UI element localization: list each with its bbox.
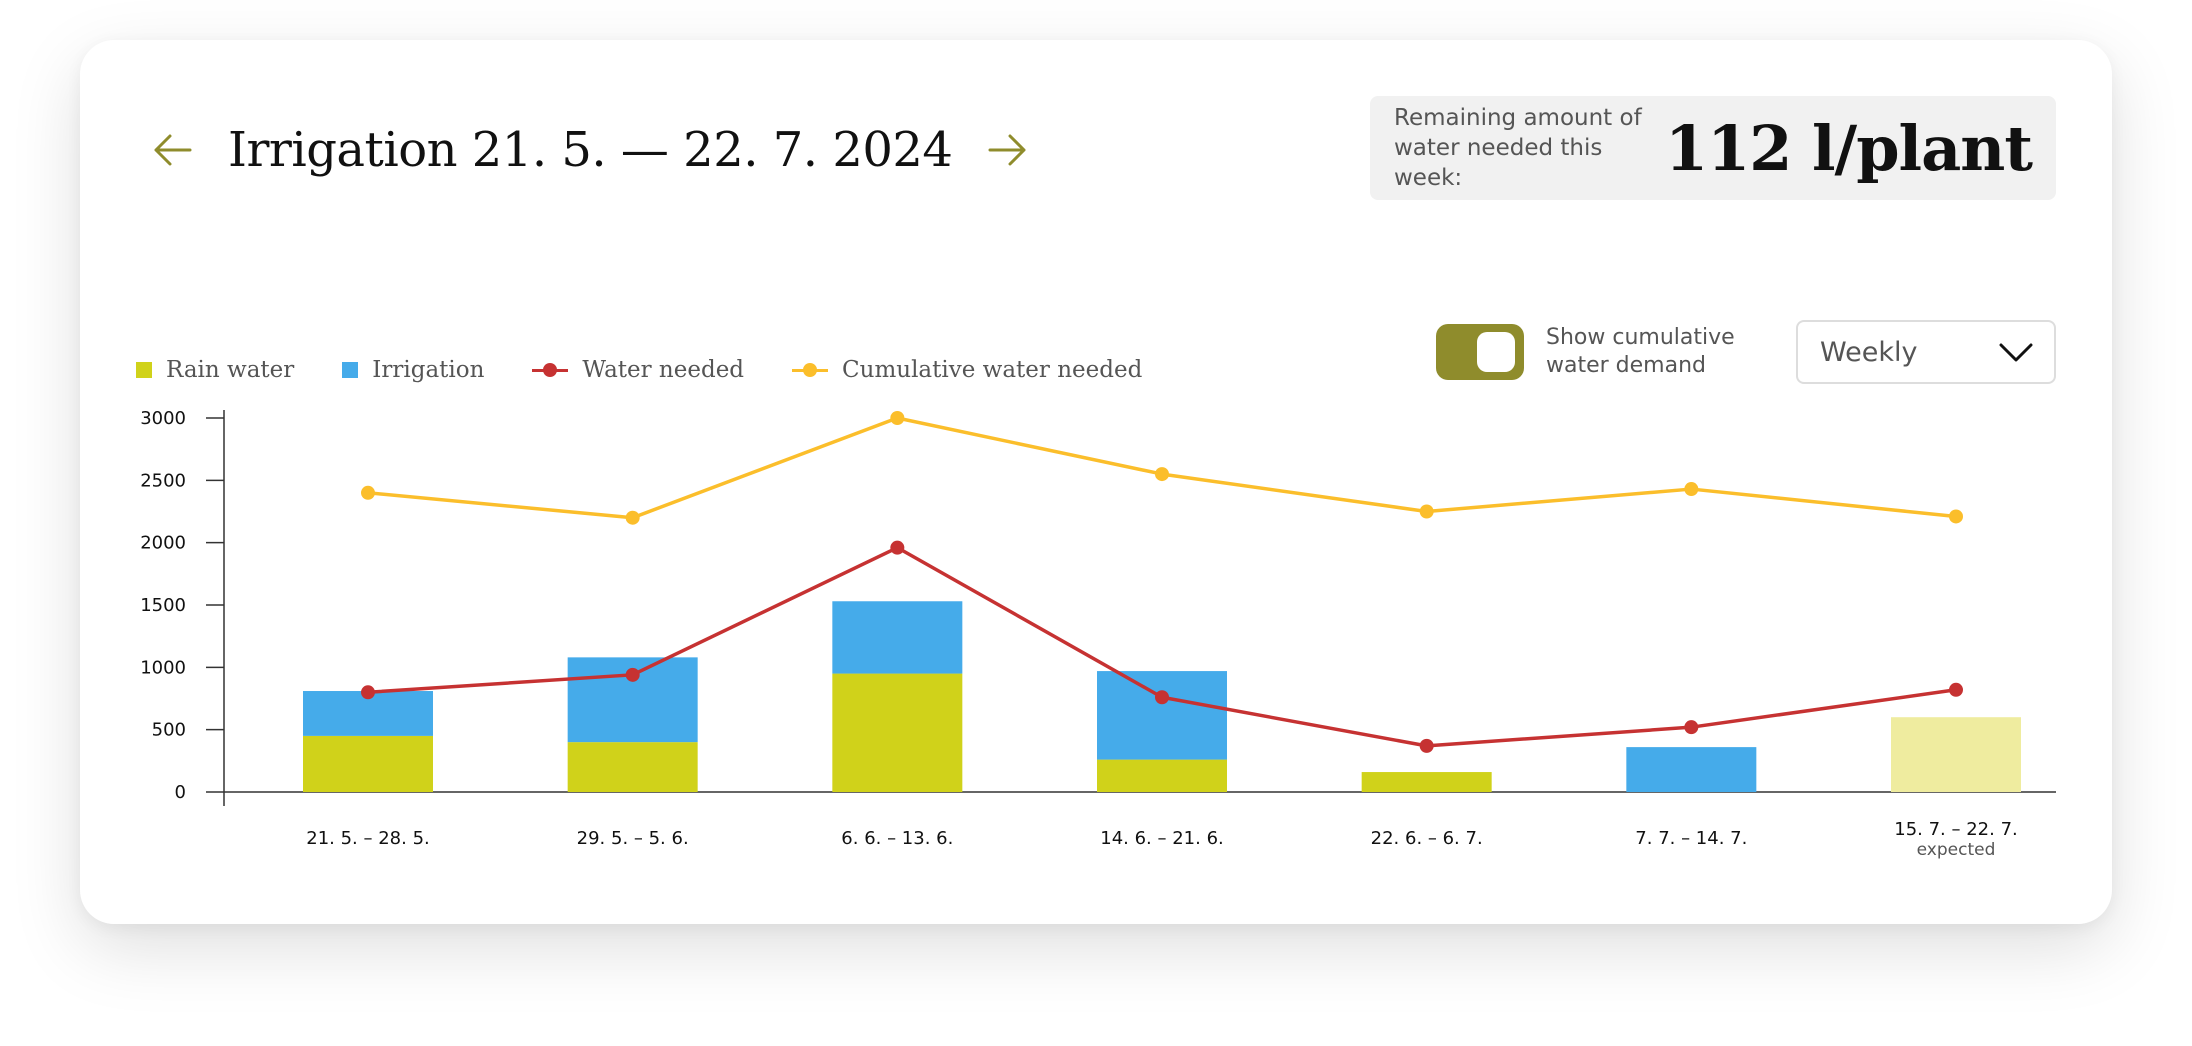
legend-swatch-cumulative [792, 360, 829, 380]
bar-rain-water [1891, 717, 2021, 792]
point-water-needed [1155, 690, 1169, 705]
arrow-left-icon [154, 134, 192, 166]
point-water-needed [1949, 682, 1963, 697]
bar-rain-water [1097, 759, 1227, 792]
prev-period-button[interactable] [146, 126, 198, 174]
bar-irrigation [1097, 671, 1227, 760]
legend-item-cumulative: Cumulative water needed [792, 357, 1142, 383]
point-water-needed [361, 685, 375, 700]
remaining-water-label: Remaining amount of water needed this we… [1394, 105, 1642, 191]
bar-rain-water [303, 735, 433, 792]
point-water-needed [1419, 738, 1434, 753]
x-tick-label: 6. 6. – 13. 6. [841, 828, 953, 849]
point-cumulative-water-needed [1684, 482, 1699, 497]
remaining-water-value: 112 l/plant [1665, 111, 2033, 185]
arrow-right-icon [988, 134, 1026, 166]
legend-item-irrigation: Irrigation [342, 357, 484, 383]
bar-rain-water [567, 742, 698, 792]
next-period-button[interactable] [982, 126, 1034, 174]
point-cumulative-water-needed [1155, 467, 1169, 482]
y-tick-label: 2500 [140, 470, 186, 491]
x-tick-label: 22. 6. – 6. 7. [1371, 828, 1483, 849]
bar-rain-water [1361, 772, 1492, 792]
period-select-value: Weekly [1820, 336, 1918, 368]
water-chart: 0 500 1000 1500 2000 2500 3000 21. 5. – 28. 5. 2… [140, 408, 2056, 860]
legend-item-rain-water: Rain water [136, 357, 294, 383]
x-tick-label: 7. 7. – 14. 7. [1635, 828, 1747, 849]
legend-swatch-water-needed [532, 360, 569, 380]
chart-legend: Rain water Irrigation Water needed Cumul… [136, 350, 1190, 390]
cumulative-toggle[interactable] [1436, 324, 1524, 380]
point-water-needed [1684, 720, 1699, 735]
y-tick-label: 1000 [140, 657, 186, 678]
point-cumulative-water-needed [1419, 504, 1434, 519]
point-cumulative-water-needed [890, 411, 905, 425]
y-tick-label: 2000 [140, 533, 186, 554]
page-title: Irrigation 21. 5. — 22. 7. 2024 [228, 122, 953, 178]
remaining-water-panel: Remaining amount of water needed this we… [1370, 96, 2056, 200]
point-water-needed [890, 540, 905, 555]
x-tick-label: 14. 6. – 21. 6. [1100, 828, 1224, 849]
y-tick-label: 0 [175, 782, 186, 803]
toggle-knob [1477, 332, 1515, 372]
header: Irrigation 21. 5. — 22. 7. 2024 [146, 102, 1034, 198]
chevron-down-icon [1999, 343, 2033, 362]
cumulative-toggle-label: Show cumulative water demand [1546, 325, 1735, 378]
point-water-needed [625, 667, 640, 682]
bar-rain-water [832, 673, 963, 792]
legend-swatch-rain-water [136, 362, 152, 378]
legend-item-water-needed: Water needed [532, 357, 744, 383]
y-tick-label: 500 [152, 720, 186, 741]
x-tick-label: 29. 5. – 5. 6. [577, 828, 689, 849]
x-tick-label: 21. 5. – 28. 5. [306, 828, 430, 849]
point-cumulative-water-needed [361, 485, 375, 500]
x-tick-sublabel: expected [1917, 840, 1996, 860]
legend-swatch-irrigation [342, 362, 359, 378]
bar-irrigation [1626, 747, 1757, 792]
point-cumulative-water-needed [1949, 509, 1963, 524]
x-tick-label: 15. 7. – 22. 7. [1894, 819, 2018, 840]
irrigation-card: Irrigation 21. 5. — 22. 7. 2024 Remainin… [80, 40, 2112, 924]
y-tick-label: 3000 [140, 408, 186, 429]
point-cumulative-water-needed [625, 510, 640, 525]
y-tick-label: 1500 [140, 595, 186, 616]
period-select[interactable]: Weekly [1796, 320, 2056, 384]
bar-irrigation [832, 601, 963, 674]
